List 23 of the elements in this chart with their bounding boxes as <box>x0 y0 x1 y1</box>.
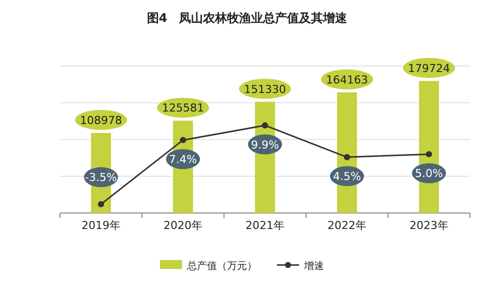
x-tick-label: 2022年 <box>328 218 366 232</box>
data-label: 9.9% <box>251 138 279 152</box>
point <box>344 154 350 160</box>
point <box>262 122 268 128</box>
point <box>426 151 432 158</box>
legend-label: 总产值（万元） <box>186 260 257 272</box>
data-label: 164163 <box>326 73 368 86</box>
data-label: 125581 <box>162 102 204 115</box>
data-label: 4.5% <box>333 170 361 184</box>
data-label: 5.0% <box>415 167 443 180</box>
x-tick-label: 2020年 <box>164 218 202 232</box>
data-label: 108978 <box>80 114 122 127</box>
data-label: 179724 <box>408 62 450 75</box>
data-label: 7.4% <box>169 153 197 166</box>
x-tick-label: 2019年 <box>82 218 120 232</box>
data-label: 151330 <box>244 82 286 96</box>
chart-title: 图4 凤山农林牧渔业总产值及其增速 <box>146 11 348 25</box>
data-label: -3.5% <box>85 171 117 184</box>
legend-label: 增速 <box>303 260 324 272</box>
point <box>98 201 104 208</box>
x-tick-label: 2023年 <box>410 218 448 232</box>
x-tick-label: 2021年 <box>246 218 284 232</box>
point <box>180 137 186 144</box>
